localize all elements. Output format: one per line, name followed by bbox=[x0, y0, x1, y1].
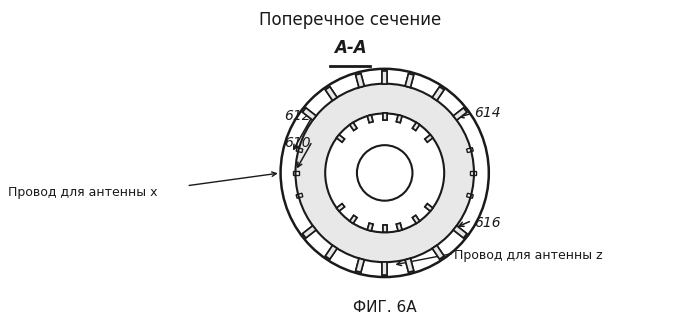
Polygon shape bbox=[296, 193, 303, 198]
Polygon shape bbox=[454, 226, 467, 238]
Polygon shape bbox=[412, 215, 419, 223]
Polygon shape bbox=[325, 87, 337, 100]
Polygon shape bbox=[433, 245, 444, 259]
Polygon shape bbox=[383, 225, 387, 233]
Text: ФИГ. 6А: ФИГ. 6А bbox=[353, 300, 417, 315]
Polygon shape bbox=[470, 171, 476, 175]
Polygon shape bbox=[337, 204, 345, 211]
Text: А-А: А-А bbox=[333, 39, 366, 57]
Polygon shape bbox=[396, 115, 402, 123]
Polygon shape bbox=[383, 225, 387, 233]
Polygon shape bbox=[467, 148, 473, 153]
Text: Провод для антенны x: Провод для антенны x bbox=[8, 186, 157, 199]
Text: 614: 614 bbox=[474, 106, 500, 120]
Text: 612: 612 bbox=[284, 110, 310, 123]
Polygon shape bbox=[337, 135, 345, 142]
Polygon shape bbox=[425, 135, 433, 142]
Polygon shape bbox=[433, 245, 444, 259]
Polygon shape bbox=[382, 71, 387, 84]
Polygon shape bbox=[405, 258, 414, 272]
Polygon shape bbox=[368, 223, 373, 231]
Polygon shape bbox=[396, 223, 402, 231]
Polygon shape bbox=[356, 73, 364, 88]
Polygon shape bbox=[337, 135, 345, 142]
Polygon shape bbox=[412, 122, 419, 131]
Polygon shape bbox=[303, 108, 316, 120]
Polygon shape bbox=[356, 258, 364, 272]
Polygon shape bbox=[382, 262, 387, 275]
Polygon shape bbox=[325, 245, 337, 259]
Polygon shape bbox=[382, 71, 387, 84]
Polygon shape bbox=[368, 115, 373, 123]
Polygon shape bbox=[454, 108, 467, 120]
Polygon shape bbox=[405, 73, 414, 88]
Polygon shape bbox=[382, 262, 387, 275]
Polygon shape bbox=[350, 122, 357, 131]
Polygon shape bbox=[303, 226, 316, 238]
Polygon shape bbox=[294, 171, 299, 175]
Polygon shape bbox=[296, 84, 474, 262]
Polygon shape bbox=[433, 87, 444, 100]
Polygon shape bbox=[356, 73, 364, 88]
Polygon shape bbox=[350, 215, 357, 223]
Polygon shape bbox=[396, 115, 402, 123]
Polygon shape bbox=[296, 148, 303, 153]
Polygon shape bbox=[325, 245, 337, 259]
Polygon shape bbox=[350, 215, 357, 223]
Text: Провод для антенны z: Провод для антенны z bbox=[454, 249, 603, 262]
Polygon shape bbox=[425, 204, 433, 211]
Text: Поперечное сечение: Поперечное сечение bbox=[259, 11, 441, 29]
Polygon shape bbox=[368, 223, 373, 231]
Polygon shape bbox=[325, 87, 337, 100]
Polygon shape bbox=[425, 135, 433, 142]
Polygon shape bbox=[454, 226, 467, 238]
Circle shape bbox=[357, 145, 412, 201]
Polygon shape bbox=[303, 108, 316, 120]
Polygon shape bbox=[383, 113, 387, 120]
Polygon shape bbox=[350, 122, 357, 131]
Polygon shape bbox=[433, 87, 444, 100]
Polygon shape bbox=[356, 258, 364, 272]
Polygon shape bbox=[383, 113, 387, 120]
Polygon shape bbox=[405, 73, 414, 88]
Polygon shape bbox=[454, 108, 467, 120]
Polygon shape bbox=[412, 215, 419, 223]
Text: 616: 616 bbox=[474, 215, 500, 230]
Polygon shape bbox=[303, 226, 316, 238]
Text: 610: 610 bbox=[284, 136, 310, 150]
Polygon shape bbox=[405, 258, 414, 272]
Polygon shape bbox=[368, 115, 373, 123]
Polygon shape bbox=[425, 204, 433, 211]
Polygon shape bbox=[412, 122, 419, 131]
Polygon shape bbox=[337, 204, 345, 211]
Circle shape bbox=[280, 69, 489, 277]
Polygon shape bbox=[467, 193, 473, 198]
Polygon shape bbox=[396, 223, 402, 231]
